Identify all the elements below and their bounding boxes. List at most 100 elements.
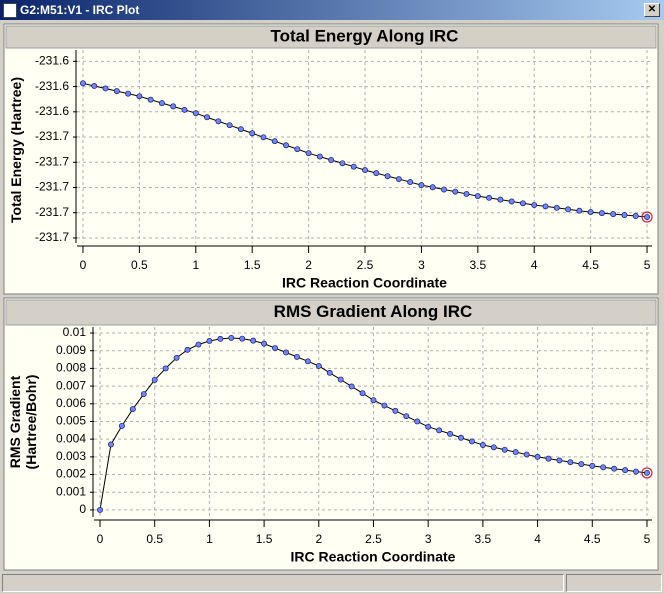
data-point	[162, 365, 169, 372]
y-tick-label: -231.7	[35, 180, 69, 194]
data-point	[217, 335, 224, 342]
data-point	[425, 423, 432, 430]
x-tick-label: 4.5	[582, 258, 599, 272]
data-point	[479, 442, 486, 448]
data-point	[414, 418, 421, 425]
data-point	[610, 211, 617, 218]
data-point	[452, 188, 459, 195]
data-point	[283, 142, 289, 149]
y-tick-label: 0.002	[56, 467, 86, 481]
y-tick-label: -231.7	[35, 230, 69, 244]
data-point	[621, 212, 628, 218]
data-point	[534, 453, 541, 460]
data-point	[305, 150, 312, 157]
status-bar	[2, 574, 662, 592]
data-point	[370, 397, 377, 404]
status-pane	[566, 574, 662, 592]
data-point	[239, 335, 246, 342]
x-tick-label: 4	[531, 258, 538, 272]
x-tick-label: 3.5	[469, 258, 486, 272]
y-axis-label: Total Energy (Hartree)	[8, 77, 24, 223]
x-tick-label: 0.5	[146, 532, 163, 546]
data-point	[644, 469, 650, 476]
data-point	[260, 134, 267, 141]
data-point	[283, 349, 289, 356]
data-point	[418, 182, 425, 189]
y-tick-label: 0.001	[56, 484, 86, 498]
x-tick-label: 2	[315, 532, 322, 546]
data-point	[271, 138, 278, 145]
data-point	[326, 369, 333, 376]
y-tick-label: 0.004	[56, 431, 86, 445]
data-point	[140, 391, 147, 397]
data-point	[97, 506, 103, 513]
data-point	[228, 335, 235, 341]
x-tick-label: 0	[97, 532, 104, 546]
x-tick-label: 2.5	[357, 258, 374, 272]
y-tick-label: 0.005	[56, 414, 86, 428]
data-point	[407, 179, 414, 186]
data-point	[170, 103, 177, 110]
y-tick-label: 0	[79, 502, 86, 516]
data-point	[373, 170, 380, 177]
y-tick-label: 0.003	[56, 449, 86, 463]
data-point	[348, 383, 355, 390]
data-point	[622, 467, 629, 474]
data-point	[315, 362, 322, 369]
data-point	[339, 160, 346, 167]
data-point	[294, 146, 301, 153]
data-point	[293, 353, 300, 360]
data-point	[118, 422, 125, 429]
data-point	[486, 194, 493, 201]
data-point	[181, 106, 188, 113]
data-point	[237, 126, 244, 133]
data-point	[587, 209, 594, 216]
data-point	[184, 346, 191, 353]
data-point	[215, 118, 222, 125]
data-point	[508, 198, 515, 205]
data-point	[600, 464, 607, 471]
y-tick-label: -231.7	[35, 129, 69, 143]
data-point	[589, 462, 596, 469]
data-point	[316, 153, 323, 160]
y-tick-label: 0.006	[56, 396, 86, 410]
chart-title: RMS Gradient Along IRC	[274, 302, 473, 321]
data-point	[206, 338, 213, 344]
data-point	[553, 204, 560, 211]
x-tick-label: 4.5	[584, 532, 601, 546]
x-tick-label: 1	[206, 532, 213, 546]
x-tick-label: 0	[80, 258, 87, 272]
data-point	[250, 337, 257, 344]
y-tick-label: 0.008	[56, 361, 86, 375]
data-point	[337, 376, 344, 383]
close-button[interactable]: ✕	[644, 3, 660, 17]
current-point	[641, 467, 653, 479]
data-point	[102, 85, 109, 92]
app-icon	[3, 3, 17, 18]
title-band	[5, 299, 657, 326]
data-point	[136, 93, 143, 100]
y-tick-label: -231.7	[35, 205, 69, 219]
data-point	[272, 345, 278, 352]
y-tick-label: -231.6	[35, 104, 69, 118]
x-tick-label: 3	[425, 532, 432, 546]
data-point	[644, 214, 650, 220]
x-tick-label: 2.5	[365, 532, 382, 546]
x-axis-label: IRC Reaction Coordinate	[291, 549, 456, 565]
data-point	[195, 341, 202, 348]
x-tick-label: 0.5	[131, 258, 148, 272]
data-point	[226, 122, 233, 129]
data-point	[403, 413, 410, 420]
data-point	[91, 83, 98, 89]
current-point	[641, 211, 653, 223]
x-tick-label: 1.5	[244, 258, 261, 272]
title-bar: G2:M51:V1 - IRC Plot ✕	[0, 0, 664, 20]
data-point	[328, 157, 335, 163]
data-point	[611, 465, 618, 472]
data-point	[556, 457, 563, 464]
data-point	[108, 441, 114, 448]
data-point	[249, 130, 256, 137]
y-tick-label: 0.009	[56, 343, 86, 357]
data-point	[490, 444, 497, 451]
